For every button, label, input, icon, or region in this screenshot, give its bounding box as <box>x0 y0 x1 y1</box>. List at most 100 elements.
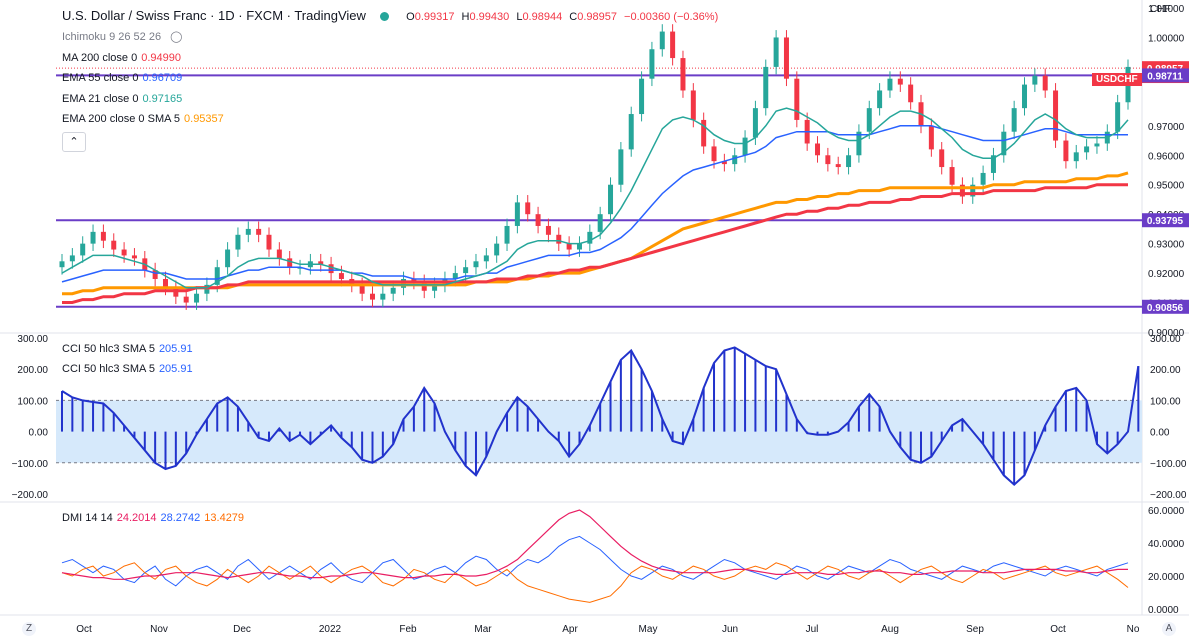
symbol-title[interactable]: U.S. Dollar / Swiss Franc · 1D · FXCM · … <box>62 8 366 23</box>
candle-body <box>980 172 986 185</box>
price-tag-box <box>1142 68 1189 83</box>
candle-body <box>90 231 96 244</box>
legend-ichimoku[interactable]: Ichimoku 9 26 52 26 ◯ <box>62 30 182 43</box>
candle-body <box>939 149 945 168</box>
candle-body <box>1053 90 1059 141</box>
legend-ma200[interactable]: MA 200 close 0 0.94990 <box>62 52 181 64</box>
time-axis-label[interactable]: Oct <box>1050 624 1066 635</box>
legend-ema21-value: 0.97165 <box>142 93 183 105</box>
candle-body <box>773 37 779 67</box>
candle-body <box>338 273 344 279</box>
candle-body <box>525 202 531 215</box>
collapse-legend-button[interactable]: ⌃ <box>62 132 86 152</box>
time-axis-label[interactable]: Oct <box>76 624 92 635</box>
candle-body <box>1022 84 1028 109</box>
candle-body <box>711 146 717 162</box>
candle-body <box>835 164 841 168</box>
time-axis-label[interactable]: Apr <box>562 624 578 635</box>
legend-ma200-value: 0.94990 <box>141 52 181 64</box>
candle-body <box>846 155 852 168</box>
candle-body <box>856 131 862 156</box>
eye-off-icon[interactable]: ◯ <box>170 31 183 43</box>
price-axis-tick: 1.00000 <box>1148 33 1185 44</box>
candle-body <box>111 240 117 250</box>
price-axis-tick: 1.01000 <box>1148 4 1185 15</box>
ohlc-close-key: C <box>569 11 578 23</box>
price-axis-tick: 0.96000 <box>1148 151 1185 162</box>
candle-body <box>742 137 748 156</box>
time-axis-label[interactable]: 2022 <box>319 624 342 635</box>
candle-body <box>949 167 955 185</box>
time-axis-label[interactable]: Mar <box>474 624 492 635</box>
cci-axis-tick: 200.00 <box>1150 365 1181 376</box>
ohlc-change-value: −0.00360 (−0.36%) <box>624 11 719 23</box>
dmi-axis-tick: 60.0000 <box>1148 506 1185 517</box>
cci-axis-tick: 100.00 <box>1150 396 1181 407</box>
ohlc-high-value: 0.99430 <box>469 11 510 23</box>
candle-body <box>587 231 593 244</box>
candle-body <box>1084 146 1090 153</box>
candle-body <box>1094 143 1100 147</box>
candle-body <box>452 273 458 279</box>
legend-ema55[interactable]: EMA 55 close 0 0.96709 <box>62 72 182 84</box>
candle-body <box>897 78 903 85</box>
cci-left-tick: 300.00 <box>17 334 48 345</box>
adx-line <box>61 509 1128 580</box>
candle-body <box>866 108 872 132</box>
candle-body <box>659 31 665 50</box>
legend-ema55-value: 0.96709 <box>142 72 183 84</box>
candle-body <box>318 261 324 265</box>
time-axis-label[interactable]: No <box>1127 624 1140 635</box>
cci-axis-tick: 300.00 <box>1150 334 1181 345</box>
price-tag-text: 0.93795 <box>1147 216 1184 227</box>
candle-body <box>701 119 707 147</box>
candle-body <box>152 270 158 279</box>
zoom-button[interactable]: Z <box>22 622 36 636</box>
candle-body <box>576 243 582 250</box>
auto-scale-button[interactable]: A <box>1162 622 1176 636</box>
time-axis-label[interactable]: Jul <box>806 624 819 635</box>
candle-body <box>194 293 200 303</box>
candle-body <box>535 214 541 226</box>
candle-body <box>473 261 479 268</box>
legend-ema21[interactable]: EMA 21 close 0 0.97165 <box>62 93 182 105</box>
time-axis-label[interactable]: Sep <box>966 624 984 635</box>
candle-body <box>887 78 893 91</box>
price-axis-tick: 0.93000 <box>1148 240 1185 251</box>
candle-body <box>483 255 489 262</box>
time-axis-label[interactable]: Nov <box>150 624 168 635</box>
candle-body <box>783 37 789 79</box>
time-axis-label[interactable]: Jun <box>722 624 738 635</box>
legend-cci-2[interactable]: CCI 50 hlc3 SMA 5 205.91 <box>62 363 193 375</box>
legend-cci-1[interactable]: CCI 50 hlc3 SMA 5 205.91 <box>62 343 193 355</box>
candle-body <box>121 249 127 256</box>
candle-body <box>328 264 334 274</box>
cci-axis-tick: 0.00 <box>1150 428 1170 439</box>
price-tag-box <box>1142 299 1189 314</box>
ohlc-values: O0.99317 H0.99430 L0.98944 C0.98957 −0.0… <box>406 11 722 23</box>
candle-body <box>928 125 934 150</box>
symbol-price-tag: USDCHF <box>1092 73 1142 86</box>
candle-body <box>225 249 231 268</box>
candle-body <box>545 225 551 235</box>
legend-cci-1-label: CCI 50 hlc3 SMA 5 <box>62 343 155 355</box>
time-axis-label[interactable]: Feb <box>399 624 417 635</box>
time-axis-label[interactable]: Aug <box>881 624 899 635</box>
candle-body <box>825 155 831 165</box>
legend-dmi-v3: 13.4279 <box>204 512 245 524</box>
legend-dmi-v2: 28.2742 <box>160 512 201 524</box>
legend-dmi[interactable]: DMI 14 14 24.2014 28.2742 13.4279 <box>62 512 244 524</box>
candle-body <box>970 184 976 197</box>
legend-dmi-v1: 24.2014 <box>116 512 157 524</box>
legend-ema200[interactable]: EMA 200 close 0 SMA 5 0.95357 <box>62 113 224 125</box>
ohlc-close-value: 0.98957 <box>577 11 617 23</box>
time-axis-label[interactable]: May <box>639 624 658 635</box>
candle-body <box>1042 75 1048 91</box>
legend-ma200-label: MA 200 close 0 <box>62 52 138 64</box>
price-axis-currency[interactable]: CHF <box>1150 4 1171 15</box>
cci-left-tick: 0.00 <box>29 428 49 439</box>
time-axis-label[interactable]: Dec <box>233 624 251 635</box>
candle-body <box>432 284 438 291</box>
candle-body <box>235 234 241 250</box>
